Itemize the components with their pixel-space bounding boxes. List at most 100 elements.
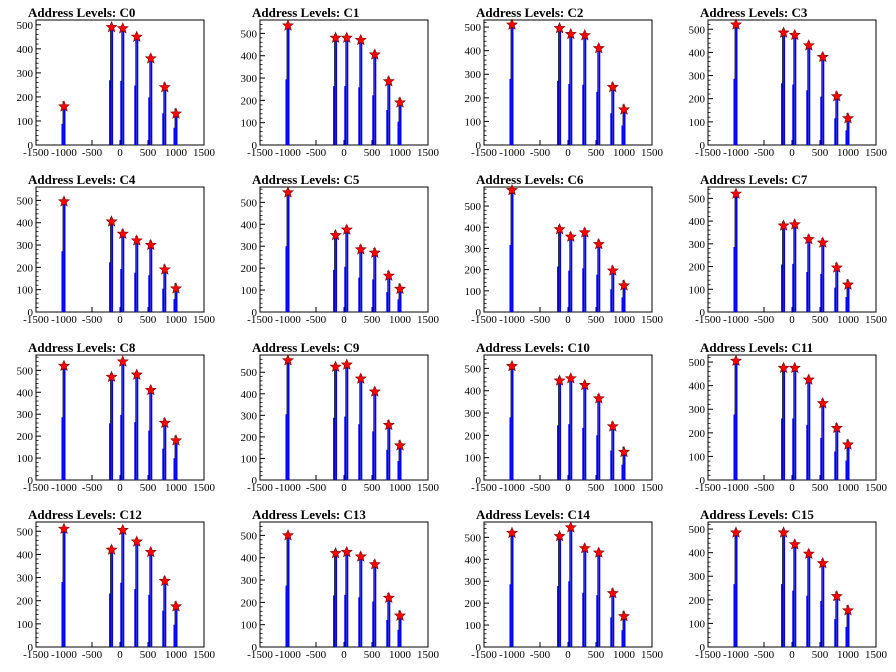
bar bbox=[397, 299, 399, 312]
bar bbox=[568, 84, 570, 145]
x-tick-label: 1500 bbox=[193, 314, 216, 326]
bar bbox=[623, 616, 626, 647]
bar bbox=[285, 246, 287, 312]
panel-title: Address Levels: C4 bbox=[28, 172, 136, 187]
histogram-panel: Address Levels: C14 0 100 200 300 400 500 -1500… bbox=[465, 507, 664, 661]
bar bbox=[570, 380, 573, 480]
x-tick-label: -1500 bbox=[23, 649, 49, 661]
x-tick-label: -1500 bbox=[23, 482, 49, 494]
bar bbox=[120, 414, 122, 480]
x-tick-label: -500 bbox=[82, 314, 103, 326]
peak-star-marker bbox=[340, 358, 353, 370]
panel-title: Address Levels: C15 bbox=[700, 507, 814, 522]
plot-frame bbox=[259, 354, 429, 481]
plot-frame bbox=[707, 186, 877, 313]
y-tick-label: 400 bbox=[241, 51, 258, 63]
peak-star-marker bbox=[158, 416, 171, 429]
bar bbox=[582, 84, 584, 145]
y-tick-label: 200 bbox=[465, 598, 482, 610]
bar bbox=[136, 38, 139, 145]
bar bbox=[568, 270, 570, 312]
bar bbox=[834, 118, 836, 145]
bar bbox=[120, 582, 122, 647]
y-tick-label: 100 bbox=[465, 620, 482, 632]
bar bbox=[148, 275, 150, 312]
bar bbox=[335, 369, 338, 480]
bar bbox=[733, 247, 735, 312]
y-tick-label: 300 bbox=[689, 239, 706, 251]
bar bbox=[822, 564, 825, 647]
bar bbox=[582, 592, 584, 647]
x-tick-label: -500 bbox=[530, 314, 551, 326]
bar bbox=[509, 417, 511, 480]
bar bbox=[781, 264, 783, 312]
y-tick-label: 300 bbox=[689, 404, 706, 416]
bar bbox=[120, 80, 122, 145]
peak-star-marker bbox=[802, 547, 815, 559]
peak-star-marker bbox=[158, 263, 171, 275]
y-tick-label: 100 bbox=[465, 116, 482, 128]
y-tick-label: 200 bbox=[17, 596, 34, 608]
x-tick-label: 500 bbox=[364, 314, 381, 326]
peak-star-marker bbox=[382, 591, 395, 603]
bar bbox=[344, 416, 346, 480]
bar bbox=[285, 414, 287, 480]
x-tick-label: -1500 bbox=[247, 147, 273, 159]
x-tick-label: 0 bbox=[341, 314, 347, 326]
y-tick-label: 100 bbox=[17, 116, 34, 128]
plot-frame bbox=[259, 19, 429, 146]
bar bbox=[173, 624, 175, 647]
plot-frame bbox=[707, 354, 877, 481]
panel-title: Address Levels: C11 bbox=[700, 340, 813, 355]
histogram-panel: Address Levels: C70100200300400500-1500-… bbox=[689, 172, 888, 326]
bar bbox=[792, 418, 794, 480]
peak-star-marker bbox=[830, 421, 843, 434]
x-tick-label: -1000 bbox=[499, 649, 525, 661]
y-tick-label: 200 bbox=[17, 92, 34, 104]
bar bbox=[623, 110, 626, 145]
peak-star-marker bbox=[606, 80, 619, 93]
x-tick-label: 0 bbox=[789, 482, 795, 494]
x-tick-label: 1000 bbox=[613, 482, 636, 494]
peak-star-marker bbox=[564, 521, 577, 533]
y-tick-label: 0 bbox=[700, 140, 706, 152]
y-tick-label: 400 bbox=[241, 553, 258, 565]
panel-title: Address Levels: C14 bbox=[476, 507, 590, 522]
peak-star-marker bbox=[841, 604, 855, 616]
bar bbox=[596, 595, 598, 647]
x-tick-label: 0 bbox=[117, 649, 123, 661]
x-tick-label: 1000 bbox=[613, 147, 636, 159]
x-tick-label: 1500 bbox=[865, 147, 888, 159]
bar bbox=[570, 36, 573, 146]
y-tick-label: 200 bbox=[689, 428, 706, 440]
bar bbox=[610, 617, 612, 647]
bar bbox=[150, 553, 153, 647]
panel-title: Address Levels: C8 bbox=[28, 340, 136, 355]
x-tick-label: 500 bbox=[588, 649, 605, 661]
peak-star-marker bbox=[393, 439, 407, 451]
y-tick-label: 400 bbox=[465, 46, 482, 58]
peak-star-marker bbox=[382, 75, 395, 87]
peak-star-marker bbox=[169, 600, 183, 612]
bar bbox=[162, 113, 164, 145]
bar bbox=[735, 27, 738, 146]
bar bbox=[109, 80, 111, 145]
peak-star-marker bbox=[841, 278, 855, 290]
y-tick-label: 200 bbox=[17, 262, 34, 274]
plot-frame bbox=[483, 354, 653, 481]
bar bbox=[287, 194, 290, 312]
bar bbox=[136, 376, 139, 480]
bar bbox=[596, 274, 598, 312]
peak-star-marker bbox=[729, 526, 743, 538]
peak-star-marker bbox=[144, 545, 157, 558]
bar bbox=[61, 251, 63, 312]
x-tick-label: -500 bbox=[530, 482, 551, 494]
bar bbox=[287, 537, 290, 647]
bar bbox=[792, 590, 794, 647]
y-tick-label: 500 bbox=[689, 524, 706, 536]
peak-star-marker bbox=[281, 529, 295, 541]
y-tick-label: 100 bbox=[17, 619, 34, 631]
x-tick-label: -1500 bbox=[695, 482, 721, 494]
peak-star-marker bbox=[505, 359, 519, 372]
